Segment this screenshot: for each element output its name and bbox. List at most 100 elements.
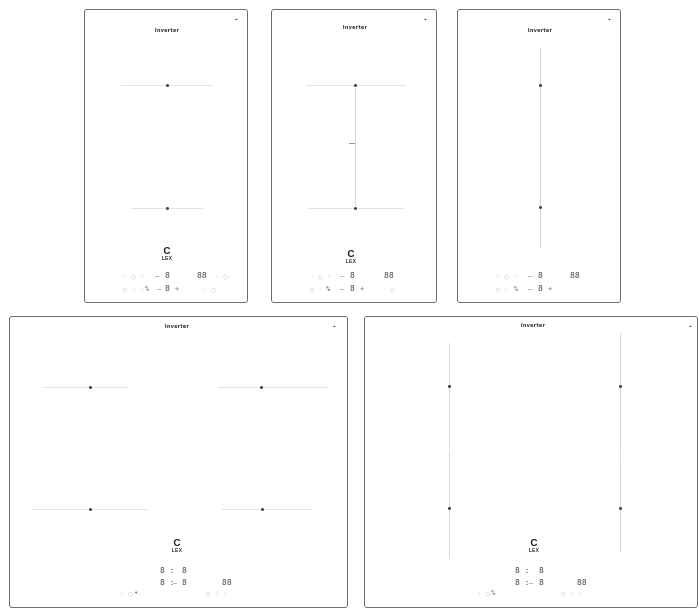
zone-center-dot (261, 508, 264, 511)
corner-icon: ⌖ (333, 324, 336, 330)
logo-text: LEX (345, 259, 357, 265)
zone-center-dot (619, 385, 622, 388)
zone-center-dot (89, 508, 92, 511)
zone-line (540, 48, 541, 248)
zone-center-dot (539, 206, 542, 209)
zone-line (620, 333, 621, 455)
control-icons[interactable]: ◦ ○ (382, 286, 395, 294)
zone-center-dot (166, 207, 169, 210)
zone-center-dot (448, 385, 451, 388)
control-icons[interactable]: ○ ◦ · (123, 286, 145, 294)
control-icons[interactable]: ○ ◦ · (561, 590, 583, 598)
minus-button[interactable]: – (340, 285, 345, 293)
logo-text: LEX (171, 548, 183, 554)
zone-center-dot (354, 84, 357, 87)
lex-logo: C LEX (162, 247, 173, 262)
symbol-button[interactable]: % (145, 285, 150, 293)
timer-display: 88 (570, 271, 580, 280)
brand-label: Inverter (520, 323, 546, 329)
control-icons[interactable]: ○ ◦ · (496, 286, 518, 294)
power-display-pair: 8 : (160, 566, 175, 575)
corner-icon: ⌖ (608, 17, 611, 23)
control-icons[interactable]: ◦ ○ (215, 273, 228, 281)
corner-icon: ⌖ (424, 17, 427, 23)
zone-center-dot (89, 386, 92, 389)
logo-symbol: C (347, 249, 355, 260)
symbol-button[interactable]: % (491, 589, 496, 597)
symbol-button[interactable]: % (326, 285, 331, 293)
zone-center-dot (354, 207, 357, 210)
bridge-line (355, 88, 356, 206)
control-icons[interactable]: ◦ ○ · (310, 273, 332, 281)
brand-label: Inverter (164, 324, 190, 330)
control-icons[interactable]: ◦ ○ · (477, 590, 499, 598)
minus-button[interactable]: – (155, 272, 160, 280)
power-display: 8 (182, 566, 187, 575)
zone-line (218, 387, 328, 388)
minus-button[interactable]: – (528, 285, 533, 293)
power-display: 8 (165, 284, 170, 293)
indicator-dot: • (134, 589, 139, 597)
minus-button[interactable]: – (340, 272, 345, 280)
power-display: 8 (538, 284, 543, 293)
power-display: 8 (350, 284, 355, 293)
power-display: 8 (350, 271, 355, 280)
minus-button[interactable]: – (173, 579, 178, 587)
cooktop-panel-2: Inverter ⌖ C LEX ◦ ○ · – 8 88 ○ ◦ · % – … (271, 9, 437, 303)
cooktop-panel-4: Inverter ⌖ C LEX 8 : 8 8 : – 8 88 ◦ ○ · … (9, 316, 348, 608)
plus-button[interactable]: + (548, 285, 553, 293)
minus-button[interactable]: – (157, 285, 162, 293)
zone-center-dot (260, 386, 263, 389)
zone-marker (540, 132, 541, 135)
zone-line (222, 509, 312, 510)
cooktop-panel-5: Inverter ⌖ C LEX 8 : 8 8 : – 8 88 ◦ ○ · … (364, 316, 698, 608)
corner-icon: ⌖ (235, 17, 238, 23)
lex-logo: C LEX (529, 539, 540, 554)
timer-display: 88 (577, 578, 587, 587)
power-display-pair: 8 : (160, 578, 175, 587)
power-display: 8 (539, 578, 544, 587)
timer-display: 88 (222, 578, 232, 587)
logo-text: LEX (161, 256, 173, 262)
zone-line (449, 343, 450, 449)
power-display: 8 (538, 271, 543, 280)
power-display: 8 (165, 271, 170, 280)
plus-button[interactable]: + (175, 285, 180, 293)
logo-symbol: C (173, 538, 181, 549)
lex-logo: C LEX (346, 250, 357, 265)
lex-logo: C LEX (172, 539, 183, 554)
minus-button[interactable]: – (529, 579, 534, 587)
corner-icon: ⌖ (689, 324, 692, 330)
cooktop-panel-1: Inverter ⌖ C LEX ◦ ○ · – 8 88 ◦ ○ ○ ◦ · … (84, 9, 248, 303)
power-display: 8 (182, 578, 187, 587)
zone-center-dot (619, 507, 622, 510)
zone-line (43, 387, 129, 388)
zone-marker (540, 160, 541, 163)
minus-button[interactable]: – (528, 272, 533, 280)
control-icons[interactable]: ◦ ○ (203, 286, 216, 294)
zone-line (620, 457, 621, 553)
control-icons[interactable]: ◦ ○ · (120, 590, 142, 598)
brand-label: Inverter (154, 28, 180, 34)
bridge-marker (349, 143, 355, 144)
control-icons[interactable]: ◦ ○ · (496, 273, 518, 281)
cooktop-panel-3: Inverter ⌖ ◦ ○ · – 8 88 ○ ◦ · % – 8 + (457, 9, 621, 303)
control-icons[interactable]: ○ ◦ · (310, 286, 332, 294)
timer-display: 88 (384, 271, 394, 280)
zone-center-dot (539, 84, 542, 87)
symbol-button[interactable]: % (514, 285, 519, 293)
control-icons[interactable]: ○ ◦ · (206, 590, 228, 598)
zone-center-dot (448, 507, 451, 510)
brand-label: Inverter (342, 25, 368, 31)
power-display-pair: 8 : (515, 578, 530, 587)
power-display-pair: 8 : (515, 566, 530, 575)
timer-display: 88 (197, 271, 207, 280)
logo-symbol: C (530, 538, 538, 549)
zone-line (449, 451, 450, 559)
plus-button[interactable]: + (360, 285, 365, 293)
brand-label: Inverter (527, 28, 553, 34)
power-display: 8 (539, 566, 544, 575)
logo-symbol: C (163, 246, 171, 257)
control-icons[interactable]: ◦ ○ · (123, 273, 145, 281)
zone-center-dot (166, 84, 169, 87)
